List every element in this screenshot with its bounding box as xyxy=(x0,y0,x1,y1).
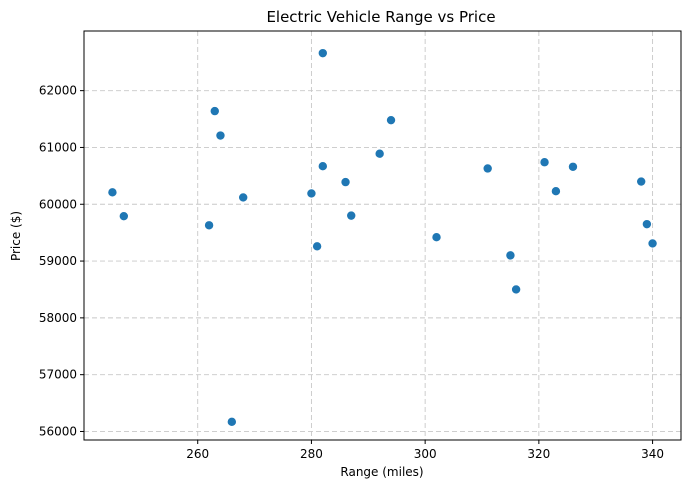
scatter-point xyxy=(346,210,357,221)
x-axis-ticks: 260 280 300 320 340 xyxy=(186,440,664,461)
scatter-point xyxy=(431,232,442,243)
y-tick-label: 57000 xyxy=(39,368,77,382)
scatter-point xyxy=(340,177,351,188)
x-tick-label: 320 xyxy=(527,447,550,461)
plot-area-frame xyxy=(83,30,682,441)
scatter-point xyxy=(118,211,129,222)
data-points xyxy=(107,48,658,427)
scatter-point xyxy=(204,220,215,231)
scatter-point xyxy=(209,106,220,117)
y-tick-label: 61000 xyxy=(39,140,77,154)
y-tick-label: 59000 xyxy=(39,254,77,268)
scatter-point xyxy=(511,284,522,295)
scatter-point xyxy=(505,250,516,261)
y-axis-label: Price ($) xyxy=(9,211,23,261)
scatter-point xyxy=(567,161,578,172)
x-axis-label: Range (miles) xyxy=(340,465,423,479)
scatter-point xyxy=(636,176,647,187)
grid xyxy=(84,31,681,440)
y-tick-label: 62000 xyxy=(39,84,77,98)
y-axis-ticks: 56000 57000 58000 59000 60000 61000 62000 xyxy=(39,84,84,438)
scatter-point xyxy=(238,192,249,203)
scatter-point xyxy=(306,188,317,199)
scatter-point xyxy=(312,241,323,252)
x-tick-label: 260 xyxy=(186,447,209,461)
y-tick-label: 56000 xyxy=(39,424,77,438)
scatter-point xyxy=(641,219,652,230)
scatter-point xyxy=(386,115,397,126)
scatter-point xyxy=(317,161,328,172)
y-tick-label: 60000 xyxy=(39,197,77,211)
chart-title: Electric Vehicle Range vs Price xyxy=(266,8,495,26)
scatter-point xyxy=(647,238,658,249)
x-tick-label: 340 xyxy=(641,447,664,461)
scatter-point xyxy=(226,416,237,427)
scatter-point xyxy=(374,148,385,159)
y-tick-label: 58000 xyxy=(39,311,77,325)
scatter-point xyxy=(317,48,328,59)
scatter-point xyxy=(539,157,550,168)
scatter-point xyxy=(482,163,493,174)
scatter-point xyxy=(107,187,118,198)
scatter-point xyxy=(215,130,226,141)
x-tick-label: 280 xyxy=(300,447,323,461)
scatter-point xyxy=(550,186,561,197)
x-tick-label: 300 xyxy=(414,447,437,461)
